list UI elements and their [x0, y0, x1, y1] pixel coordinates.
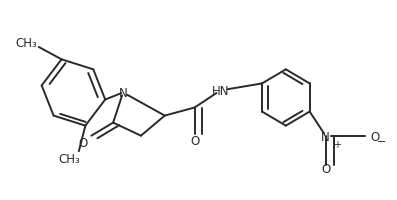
Text: HN: HN [212, 85, 229, 97]
Text: N: N [321, 131, 330, 143]
Text: CH₃: CH₃ [15, 37, 37, 49]
Text: N: N [119, 87, 127, 99]
Text: +: + [333, 139, 341, 149]
Text: O: O [190, 135, 199, 147]
Text: CH₃: CH₃ [59, 153, 80, 165]
Text: O: O [370, 130, 380, 143]
Text: O: O [321, 163, 330, 175]
Text: O: O [79, 137, 88, 149]
Text: −: − [377, 136, 387, 146]
